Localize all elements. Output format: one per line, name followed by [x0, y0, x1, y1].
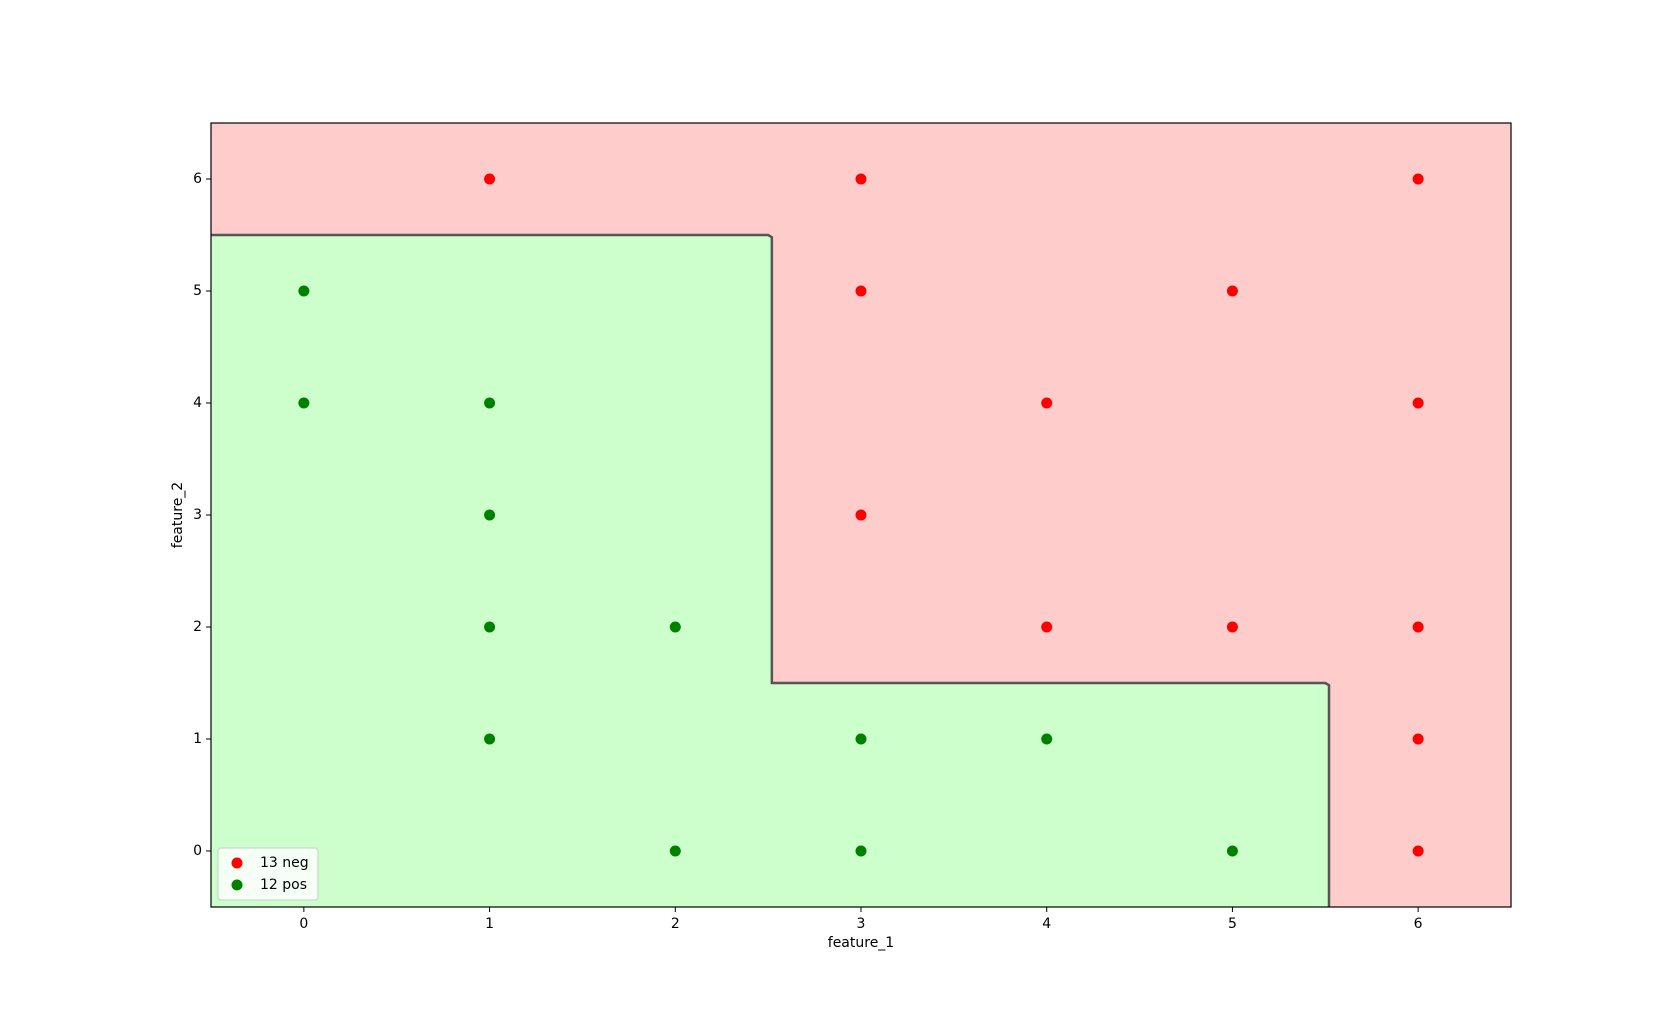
point [298, 285, 310, 297]
point [669, 621, 681, 633]
point [1041, 621, 1053, 633]
y-axis-label: feature_2 [170, 482, 186, 548]
y-tick-label: 2 [193, 619, 202, 635]
legend-label: 12 pos [260, 877, 307, 893]
point [855, 173, 867, 185]
point [855, 845, 867, 857]
point [1041, 397, 1053, 409]
point [484, 397, 496, 409]
point [669, 845, 681, 857]
point [855, 285, 867, 297]
x-tick-label: 6 [1414, 916, 1423, 932]
point [1226, 845, 1238, 857]
point [1226, 285, 1238, 297]
point [1412, 733, 1424, 745]
y-tick-label: 4 [193, 395, 202, 411]
point [1412, 397, 1424, 409]
point [1412, 173, 1424, 185]
point [855, 509, 867, 521]
point [484, 621, 496, 633]
point [1412, 845, 1424, 857]
point [484, 173, 496, 185]
x-tick-label: 4 [1042, 916, 1051, 932]
x-tick-label: 1 [485, 916, 494, 932]
x-tick-label: 0 [299, 916, 308, 932]
x-tick-label: 2 [671, 916, 680, 932]
legend-label: 13 neg [260, 855, 309, 871]
y-tick-label: 1 [193, 731, 202, 747]
point [484, 733, 496, 745]
point [1412, 621, 1424, 633]
plot-frame [210, 122, 1512, 908]
y-tick-label: 6 [193, 171, 202, 187]
decision-boundary [211, 233, 1331, 907]
y-tick-label: 3 [193, 507, 202, 523]
point [1041, 733, 1053, 745]
x-tick-label: 5 [1228, 916, 1237, 932]
y-tick-label: 0 [193, 843, 202, 859]
point [1226, 621, 1238, 633]
y-tick-label: 5 [193, 283, 202, 299]
point [298, 397, 310, 409]
legend-marker [231, 857, 243, 869]
x-axis-label: feature_1 [828, 935, 894, 951]
x-tick-label: 3 [857, 916, 866, 932]
legend-marker [231, 879, 243, 891]
legend-box [217, 847, 319, 901]
point [855, 733, 867, 745]
point [484, 509, 496, 521]
